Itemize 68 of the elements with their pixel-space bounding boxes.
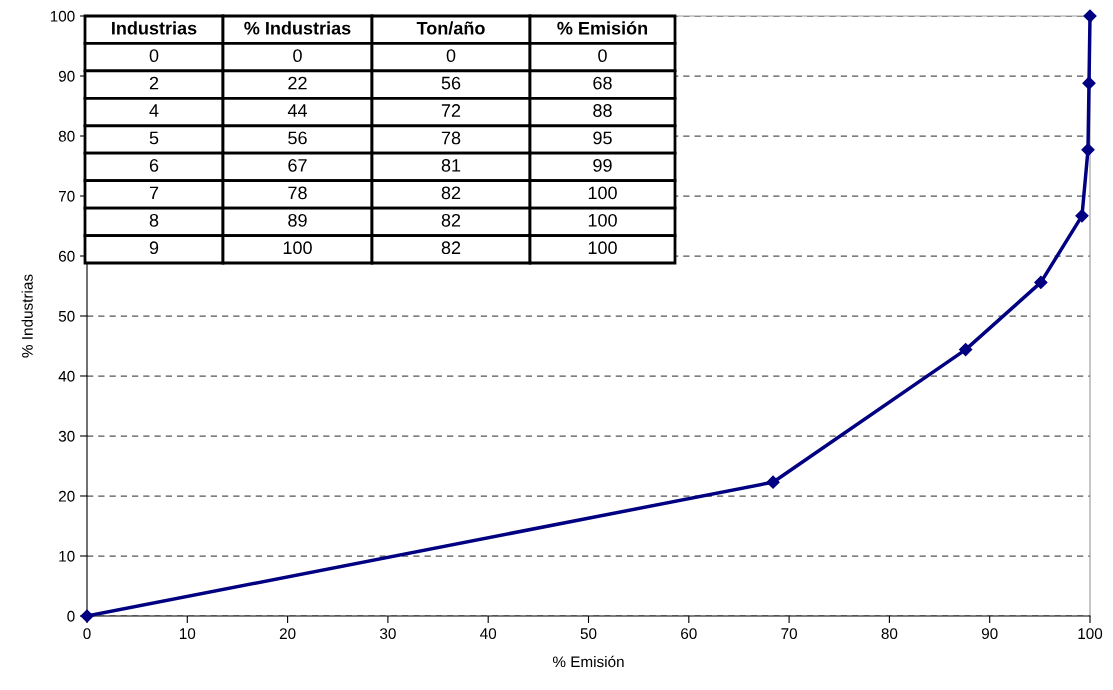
x-tick-label: 100 bbox=[1078, 628, 1103, 640]
annotation: 82 bbox=[441, 186, 461, 200]
point bbox=[959, 343, 973, 357]
annotation: 0 bbox=[293, 49, 302, 63]
y-tick-label: 60 bbox=[58, 250, 75, 262]
y-tick-label: 80 bbox=[58, 130, 75, 142]
x-tick-label: 90 bbox=[981, 628, 998, 640]
point bbox=[766, 475, 780, 489]
x-tick-label: 0 bbox=[83, 628, 91, 640]
annotation: Ton/año bbox=[416, 21, 485, 35]
point bbox=[1083, 9, 1097, 23]
x-axis-title: % Emisión bbox=[552, 655, 624, 668]
annotation: 78 bbox=[288, 186, 307, 200]
y-tick-label: 40 bbox=[58, 370, 75, 382]
point bbox=[1082, 76, 1096, 90]
x-tick-label: 40 bbox=[480, 628, 497, 640]
annotation: % Emisión bbox=[557, 21, 648, 35]
point bbox=[80, 609, 94, 623]
annotation: 88 bbox=[593, 104, 612, 117]
annotation: 5 bbox=[149, 131, 159, 145]
annotation: 100 bbox=[588, 213, 617, 227]
annotation: 68 bbox=[593, 76, 612, 90]
annotation: 4 bbox=[149, 104, 159, 117]
y-tick-label: 50 bbox=[58, 310, 75, 322]
x-tick-label: 50 bbox=[580, 628, 597, 640]
point bbox=[1034, 275, 1048, 289]
annotation: 7 bbox=[149, 186, 159, 200]
y-tick-label: 20 bbox=[58, 490, 75, 502]
annotation: 99 bbox=[593, 159, 612, 172]
annotation: 78 bbox=[441, 131, 461, 145]
annotation: 81 bbox=[441, 159, 461, 172]
x-tick-label: 30 bbox=[379, 628, 396, 640]
annotation: 56 bbox=[288, 131, 307, 145]
annotation: 0 bbox=[446, 49, 456, 63]
annotation: 89 bbox=[288, 213, 307, 227]
annotation: 82 bbox=[441, 213, 461, 227]
y-tick-label: 90 bbox=[58, 70, 75, 82]
x-tick-label: 80 bbox=[881, 628, 898, 640]
x-tick-label: 60 bbox=[681, 628, 697, 640]
annotation: 95 bbox=[593, 131, 612, 145]
y-tick-label: 0 bbox=[67, 610, 75, 622]
y-tick-label: 10 bbox=[59, 550, 75, 562]
annotation: 0 bbox=[149, 49, 159, 63]
annotation: 100 bbox=[283, 241, 312, 255]
y-axis-title: % Industrias bbox=[21, 274, 33, 358]
annotation: 44 bbox=[287, 104, 308, 117]
y-tick-label: 100 bbox=[50, 10, 75, 22]
point bbox=[1081, 143, 1095, 157]
annotation: 6 bbox=[149, 159, 159, 172]
annotation: 100 bbox=[588, 186, 617, 200]
y-tick-label: 70 bbox=[58, 190, 75, 202]
annotation: 67 bbox=[288, 159, 307, 172]
annotation: % Industrias bbox=[244, 21, 351, 35]
annotation: 0 bbox=[598, 49, 607, 63]
x-tick-label: 70 bbox=[781, 628, 797, 640]
annotation: 100 bbox=[588, 241, 617, 255]
annotation: 8 bbox=[149, 213, 159, 227]
annotation: 82 bbox=[441, 241, 461, 255]
annotation: 72 bbox=[441, 104, 461, 117]
x-tick-label: 20 bbox=[279, 628, 296, 640]
annotation: 22 bbox=[288, 76, 307, 90]
annotation: Industrias bbox=[112, 21, 197, 35]
point bbox=[1075, 209, 1089, 223]
y-tick-label: 30 bbox=[58, 430, 75, 442]
annotation: 9 bbox=[149, 241, 159, 255]
x-tick-label: 10 bbox=[179, 628, 196, 640]
annotation: 2 bbox=[149, 76, 159, 90]
annotation: 56 bbox=[441, 76, 461, 90]
